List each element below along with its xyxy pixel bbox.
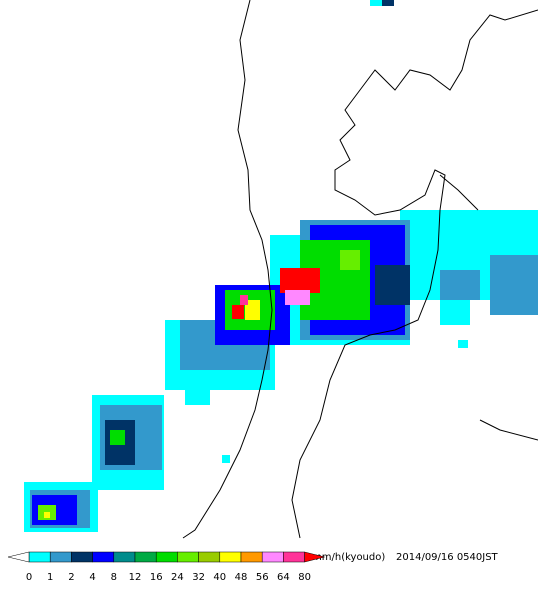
coastline (439, 174, 479, 211)
coastline (182, 0, 273, 539)
legend-tick-label: 12 (129, 572, 142, 583)
legend-tick-label: 48 (235, 572, 248, 583)
legend-tick-label: 16 (150, 572, 163, 583)
legend-unit: mm/h(kyoudo) (312, 552, 385, 563)
echo (458, 340, 468, 348)
legend-tick-label: 4 (89, 572, 95, 583)
echo (440, 300, 470, 325)
echo (240, 295, 248, 305)
legend-swatch (92, 551, 115, 563)
legend-swatch (261, 551, 284, 563)
legend-tick-label: 2 (68, 572, 74, 583)
echo (222, 455, 230, 463)
echo (440, 270, 480, 300)
echo (185, 385, 210, 405)
coastlines (182, 0, 538, 539)
echo (370, 0, 382, 6)
legend-swatch (219, 551, 242, 563)
legend-tick-label: 80 (298, 572, 311, 583)
legend-below-arrow (7, 551, 30, 563)
legend-tick-label: 8 (111, 572, 117, 583)
echo (280, 268, 320, 293)
legend-tick-label: 40 (213, 572, 226, 583)
echo (375, 265, 410, 305)
echo (110, 430, 125, 445)
legend-tick-label: 32 (192, 572, 205, 583)
legend-swatch (134, 551, 157, 563)
legend-tick-label: 1 (47, 572, 53, 583)
timestamp: 2014/09/16 0540JST (396, 552, 499, 563)
echo (382, 0, 394, 6)
echo (245, 300, 260, 320)
legend-above-arrow (304, 551, 325, 563)
radar-echoes (24, 0, 538, 532)
legend-tick-label: 64 (277, 572, 290, 583)
legend-tick-label: 56 (256, 572, 269, 583)
legend-tick-label: 24 (171, 572, 184, 583)
legend-swatch (240, 551, 263, 563)
legend-swatch (28, 551, 51, 563)
legend-tick-label: 0 (26, 572, 32, 583)
echo (44, 512, 50, 518)
echo (340, 250, 360, 270)
echo (232, 305, 244, 319)
legend-swatch (155, 551, 178, 563)
legend: mm/h(kyoudo) 2014/09/16 0540JST 0 1 2 4 8 12 1… (7, 551, 499, 583)
legend-swatch (177, 551, 199, 563)
legend-swatch (283, 551, 305, 563)
echo (490, 255, 538, 315)
legend-swatch (71, 551, 93, 563)
legend-swatch (113, 551, 136, 563)
legend-swatch (49, 551, 72, 563)
coastline (291, 9, 538, 539)
coastline (479, 419, 538, 441)
legend-swatch (198, 551, 221, 563)
echo (285, 290, 310, 305)
